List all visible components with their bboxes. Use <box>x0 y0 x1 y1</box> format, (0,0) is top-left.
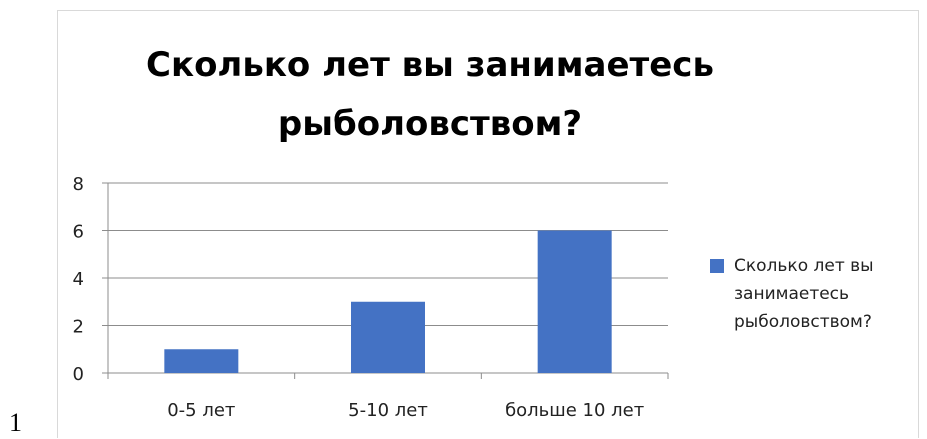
chart-frame <box>57 10 919 438</box>
x-tick-label: 5-10 лет <box>348 400 428 421</box>
chart-title-line-2: рыболовством? <box>277 104 583 144</box>
y-tick-label: 6 <box>73 222 84 243</box>
y-tick-label: 0 <box>73 364 84 385</box>
bar <box>351 301 425 373</box>
x-tick-label: 0-5 лет <box>167 400 235 421</box>
bar <box>537 230 612 373</box>
y-tick-label: 4 <box>73 269 84 290</box>
legend-label-line-1: Сколько лет вы <box>734 256 874 276</box>
legend-label-line-2: занимаетесь <box>734 284 850 304</box>
y-tick-label: 8 <box>73 174 84 195</box>
y-tick-label: 2 <box>73 317 84 338</box>
legend-swatch <box>710 259 724 273</box>
page-number: 1 <box>9 408 22 437</box>
chart-title-line-1: Сколько лет вы занимаетесь <box>146 45 714 85</box>
x-tick-label: больше 10 лет <box>505 400 644 421</box>
legend-label: Сколько лет вы занимаетесь рыболовством? <box>734 252 920 336</box>
legend-label-line-3: рыболовством? <box>734 312 872 332</box>
bar <box>164 349 239 373</box>
